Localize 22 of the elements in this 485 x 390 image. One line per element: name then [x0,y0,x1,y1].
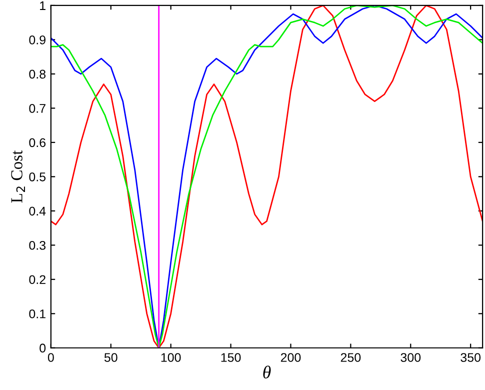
x-tick-label: 300 [400,353,421,362]
x-tick-label: 150 [221,353,241,362]
x-tick-label: 200 [280,353,301,362]
x-tick-label: 50 [104,353,118,362]
y-tick-label: 0.8 [29,70,46,79]
y-tick-label: 1 [40,1,46,10]
y-tick-label: 0.1 [29,309,46,318]
x-tick-label: 100 [161,353,181,362]
y-tick-label: 0.4 [29,206,46,216]
y-tick-label: 0 [40,344,46,353]
x-axis-title: θ [263,366,271,378]
x-tick-label: 250 [340,353,361,362]
y-tick-label: 0.7 [29,104,46,113]
y-tick-label: 0.2 [29,275,46,284]
y-tick-label: 0.3 [29,240,46,250]
y-tick-label: 0.6 [29,138,46,148]
y-tick-label: 0.9 [29,36,46,44]
y-axis-title: L$_{2}$ Cost [11,150,25,203]
y-tick-label: 0.5 [29,172,46,182]
x-tick-label: 350 [460,353,481,362]
x-tick-label: 0 [48,353,54,362]
line-series [50,5,483,348]
